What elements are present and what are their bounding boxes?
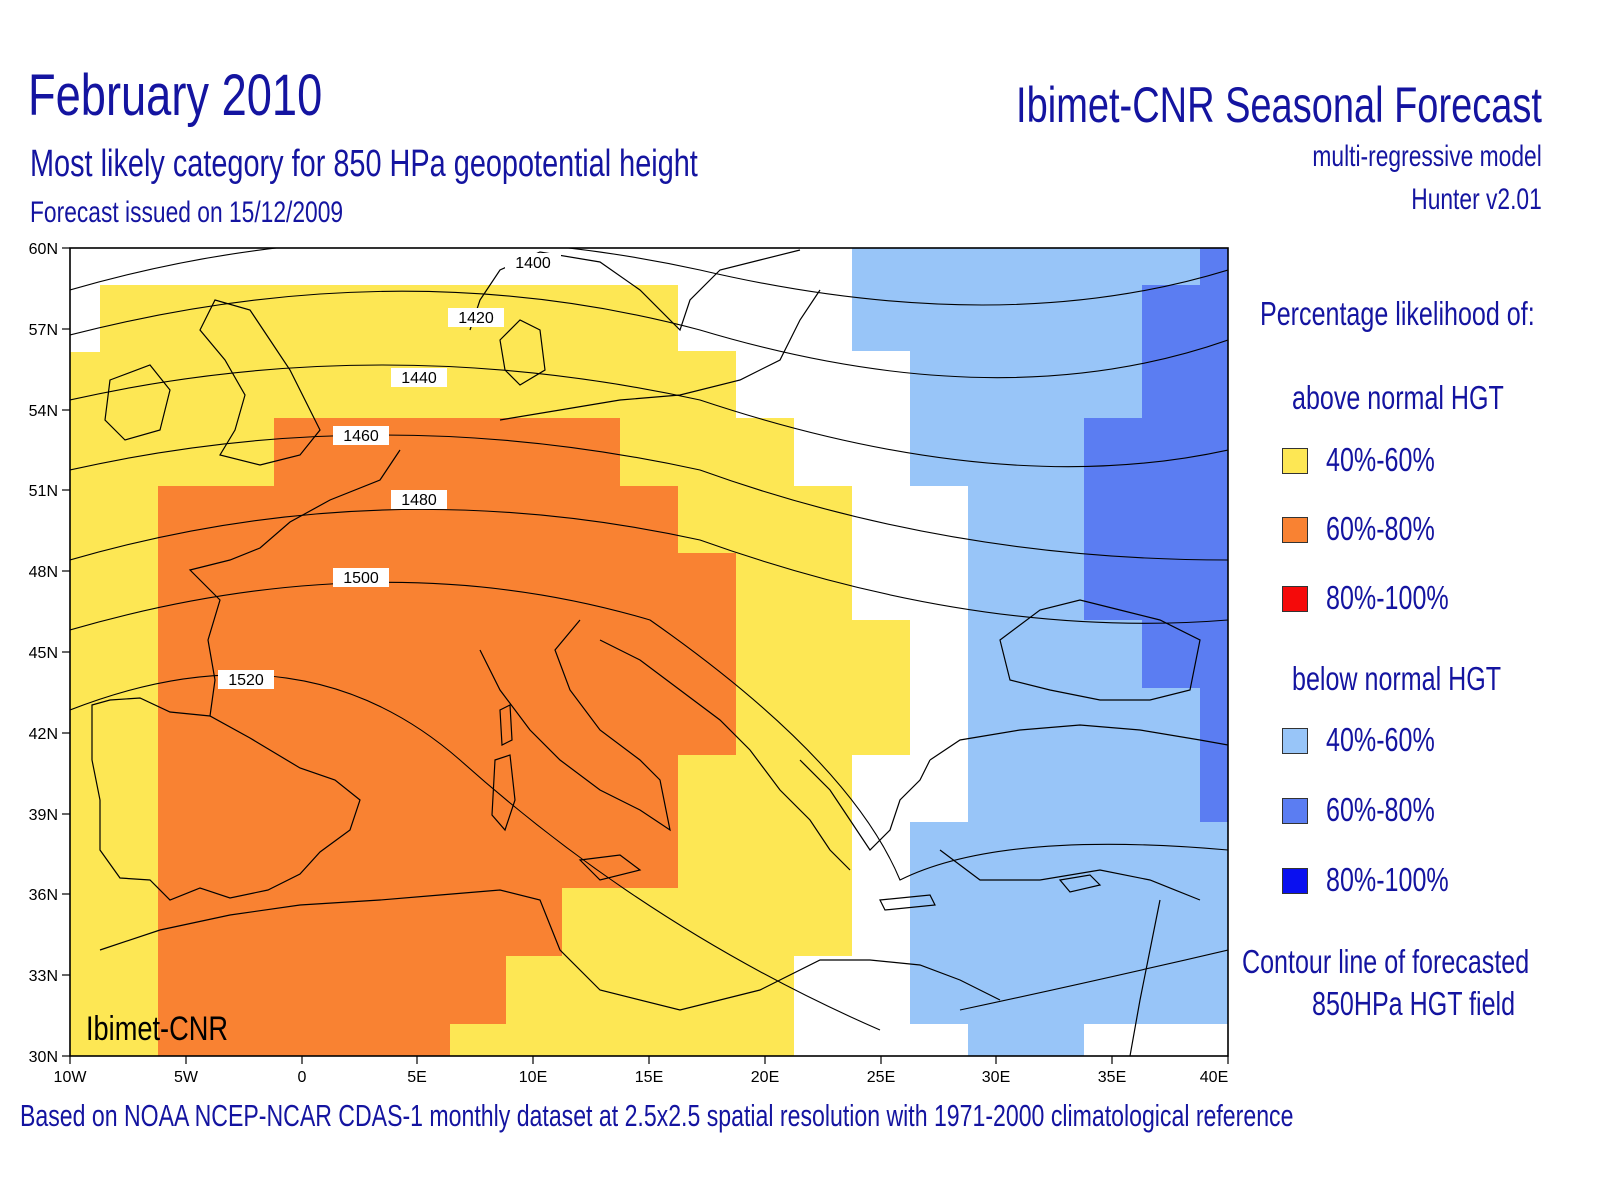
axis-ticks bbox=[62, 247, 1229, 1064]
legend-swatch bbox=[1282, 517, 1308, 543]
levant-coast bbox=[1129, 899, 1161, 1056]
legend-item-label: 60%-80% bbox=[1326, 510, 1435, 547]
contour-label-1500-text: 1500 bbox=[343, 570, 379, 587]
contour-label-1480-text: 1480 bbox=[401, 492, 437, 509]
y-tick-label: 33N bbox=[29, 968, 58, 985]
contour-line-1400 bbox=[70, 248, 1228, 306]
legend-contour-note-2: 850HPa HGT field bbox=[1312, 985, 1516, 1022]
x-tick-label: 30E bbox=[982, 1069, 1010, 1086]
x-tick-label: 0 bbox=[298, 1069, 307, 1086]
adriatic-coast bbox=[599, 639, 851, 871]
coastlines bbox=[91, 249, 1228, 1056]
crete-coast bbox=[879, 894, 936, 911]
brand-version: Hunter v2.01 bbox=[1411, 183, 1542, 216]
brand-title: Ibimet-CNR Seasonal Forecast bbox=[1016, 77, 1542, 133]
black-sea-coast bbox=[999, 599, 1201, 701]
y-tick-label: 54N bbox=[29, 403, 58, 420]
legend-swatch bbox=[1282, 586, 1308, 612]
legend-swatch bbox=[1282, 448, 1308, 474]
y-tick-label: 42N bbox=[29, 726, 58, 743]
contour-line-1480 bbox=[70, 508, 1228, 624]
contour-label-1460-text: 1460 bbox=[343, 428, 379, 445]
y-tick-label: 30N bbox=[29, 1049, 58, 1066]
legend-item-label: 40%-60% bbox=[1326, 441, 1435, 478]
x-tick-label: 10W bbox=[54, 1069, 88, 1086]
contour-label-1420: 1420 bbox=[448, 308, 504, 327]
britain-coast bbox=[199, 299, 321, 466]
legend-swatch bbox=[1282, 798, 1308, 824]
sicily-coast bbox=[578, 854, 642, 881]
turkey-south-coast bbox=[939, 849, 1201, 901]
contour-line-1460 bbox=[70, 434, 1228, 561]
north-africa-coast bbox=[99, 889, 1001, 1011]
y-tick-label: 39N bbox=[29, 807, 58, 824]
italy-coast bbox=[479, 619, 671, 832]
legend-contour-note: Contour line of forecasted bbox=[1242, 943, 1530, 980]
ireland-coast bbox=[104, 364, 171, 441]
x-tick-label: 5E bbox=[407, 1069, 427, 1086]
baltic-coast bbox=[499, 289, 821, 421]
above-normal-60-80-area bbox=[158, 418, 736, 1056]
contour-label-1500: 1500 bbox=[333, 568, 389, 587]
contour-line-1520-east bbox=[959, 949, 1228, 1011]
cyprus-coast bbox=[1058, 874, 1102, 893]
contour-label-1460: 1460 bbox=[333, 426, 389, 445]
legend-item-label: 60%-80% bbox=[1326, 791, 1435, 828]
contour-label-1440-text: 1440 bbox=[401, 370, 437, 387]
legend-below-heading: below normal HGT bbox=[1292, 660, 1502, 697]
y-axis-labels: 60N 57N 54N 51N 48N 45N 42N 39N 36N 33N … bbox=[29, 241, 58, 1066]
contour-label-1520-text: 1520 bbox=[228, 672, 264, 689]
y-tick-label: 45N bbox=[29, 645, 58, 662]
contour-line-1440 bbox=[70, 364, 1228, 468]
brand-model: multi-regressive model bbox=[1312, 140, 1542, 173]
y-tick-label: 57N bbox=[29, 322, 58, 339]
x-axis-labels: 10W 5W 0 5E 10E 15E 20E 25E 30E 35E 40E bbox=[54, 1069, 1229, 1086]
hgt-contours bbox=[70, 248, 1228, 1031]
map-watermark: Ibimet-CNR bbox=[86, 1009, 228, 1048]
x-tick-label: 10E bbox=[519, 1069, 547, 1086]
contour-line-1500 bbox=[70, 581, 1228, 881]
legend-title: Percentage likelihood of: bbox=[1260, 295, 1535, 332]
category-cells bbox=[70, 248, 1228, 1056]
x-tick-label: 40E bbox=[1200, 1069, 1228, 1086]
page-title: February 2010 bbox=[28, 63, 323, 128]
y-tick-label: 51N bbox=[29, 483, 58, 500]
y-tick-label: 36N bbox=[29, 887, 58, 904]
contour-label-1400-text: 1400 bbox=[515, 255, 551, 272]
legend-swatch bbox=[1282, 868, 1308, 894]
sardinia-coast bbox=[491, 754, 516, 832]
contour-labels: 1400 1420 1440 1460 1480 1500 bbox=[218, 253, 561, 689]
contour-label-1480: 1480 bbox=[391, 490, 447, 509]
issue-date: Forecast issued on 15/12/2009 bbox=[30, 196, 344, 229]
footer-note: Based on NOAA NCEP-NCAR CDAS-1 monthly d… bbox=[20, 1098, 1294, 1133]
x-tick-label: 35E bbox=[1098, 1069, 1126, 1086]
legend-item-label: 80%-100% bbox=[1326, 861, 1449, 898]
x-tick-label: 15E bbox=[635, 1069, 663, 1086]
contour-line-1520 bbox=[70, 674, 881, 1031]
contour-label-1420-text: 1420 bbox=[458, 310, 494, 327]
contour-line-1420 bbox=[70, 290, 1228, 379]
iberia-coast bbox=[91, 697, 361, 901]
y-tick-label: 48N bbox=[29, 564, 58, 581]
legend-item-label: 80%-100% bbox=[1326, 579, 1449, 616]
legend-swatch bbox=[1282, 728, 1308, 754]
y-tick-label: 60N bbox=[29, 241, 58, 258]
x-tick-label: 5W bbox=[174, 1069, 199, 1086]
legend-above-heading: above normal HGT bbox=[1292, 379, 1504, 416]
contour-label-1440: 1440 bbox=[391, 368, 447, 387]
contour-label-1520: 1520 bbox=[218, 670, 274, 689]
scandinavia-coast bbox=[469, 249, 801, 332]
x-tick-label: 20E bbox=[751, 1069, 779, 1086]
page-subtitle: Most likely category for 850 HPa geopote… bbox=[30, 143, 698, 185]
legend-item-label: 40%-60% bbox=[1326, 721, 1435, 758]
turkey-coast bbox=[929, 724, 1228, 761]
france-coast bbox=[188, 449, 401, 717]
corsica-coast bbox=[499, 704, 513, 746]
contour-label-1400: 1400 bbox=[505, 253, 561, 272]
x-tick-label: 25E bbox=[867, 1069, 895, 1086]
